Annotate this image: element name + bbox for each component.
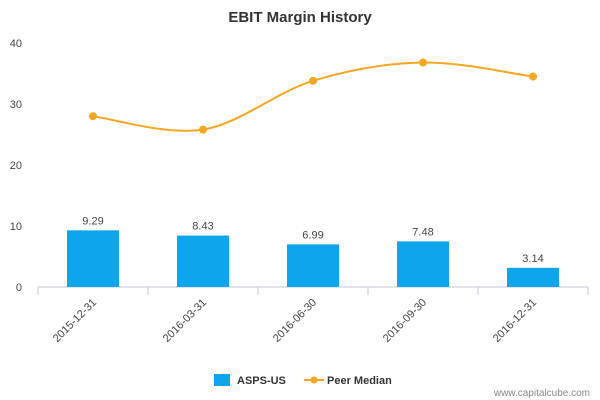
- bar-data-label: 9.29: [82, 215, 103, 227]
- x-tick-label: 2016-03-31: [161, 297, 209, 345]
- line-point: [199, 125, 207, 134]
- legend-line-marker: [310, 376, 318, 384]
- x-axis: 2015-12-31 2016-03-31 2016-06-30 2016-09-30…: [37, 286, 589, 345]
- bar-series: [67, 230, 559, 287]
- y-tick-label: 10: [10, 221, 22, 233]
- bar-data-label: 8.43: [192, 221, 213, 233]
- x-tick-label: 2016-09-30: [381, 297, 429, 345]
- bar: [287, 244, 339, 287]
- legend: ASPS-US Peer Median: [214, 374, 392, 387]
- bar: [177, 235, 229, 287]
- bar-data-label: 3.14: [522, 253, 543, 265]
- y-tick-label: 20: [10, 160, 22, 172]
- line-point: [419, 58, 427, 67]
- x-tick-label: 2015-12-31: [51, 297, 99, 345]
- bar-data-label: 6.99: [302, 229, 323, 241]
- line-point: [89, 112, 97, 121]
- legend-bar-label: ASPS-US: [237, 375, 286, 387]
- x-tick-label: 2016-06-30: [271, 297, 319, 345]
- legend-line-label: Peer Median: [327, 375, 392, 387]
- y-tick-label: 0: [16, 282, 22, 294]
- peer-median-line: [92, 61, 534, 132]
- line-point: [529, 72, 537, 81]
- y-tick-label: 40: [10, 38, 22, 50]
- legend-bar-swatch: [214, 374, 230, 386]
- bar: [507, 267, 559, 287]
- y-tick-label: 30: [10, 99, 22, 111]
- x-tick-label: 2016-12-31: [491, 297, 539, 345]
- bar: [67, 230, 119, 287]
- source-credit: www.capitalcube.com: [493, 388, 590, 399]
- bar-data-labels: 9.29 8.43 6.99 7.48 3.14: [82, 215, 543, 265]
- chart-title: EBIT Margin History: [228, 9, 372, 26]
- y-axis: 0 10 20 30 40: [10, 38, 22, 294]
- line-point: [309, 76, 317, 85]
- line-series: [89, 58, 537, 134]
- bar-data-label: 7.48: [412, 226, 433, 238]
- bar: [397, 241, 449, 287]
